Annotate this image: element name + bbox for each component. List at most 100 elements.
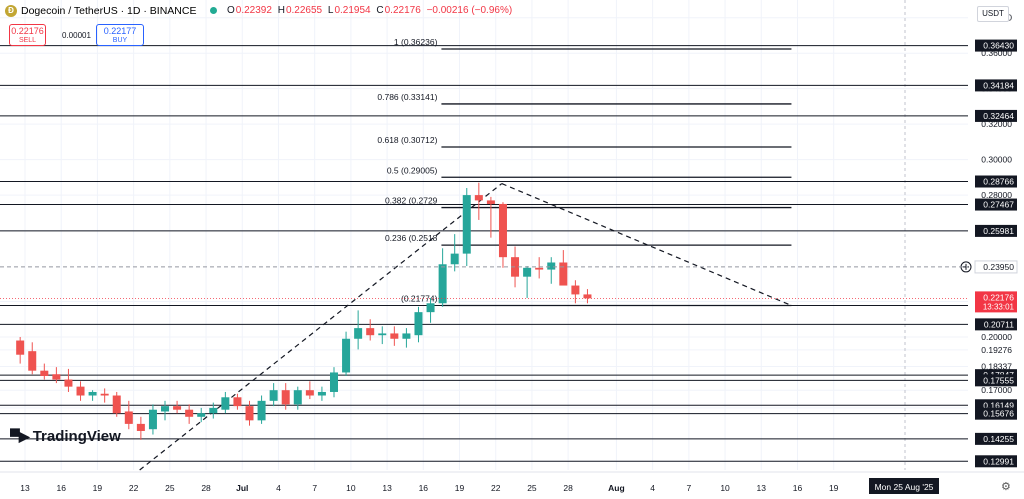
level-price-box (975, 109, 1017, 122)
candle-body (342, 338, 351, 373)
level-price-box (975, 224, 1017, 237)
fib-label: 0.618 (0.30712) (377, 135, 437, 145)
level-price-label: 0.17555 (983, 375, 1014, 385)
trendline (139, 183, 503, 471)
candle-body (498, 203, 507, 258)
currency-selector[interactable]: USDT (977, 6, 1009, 22)
level-price-box (975, 198, 1017, 211)
level-price-box (975, 318, 1017, 331)
candle-body (100, 393, 109, 396)
candle-body (40, 370, 49, 376)
open-key: O (227, 5, 235, 16)
candle-body (173, 406, 182, 410)
candle-body (269, 390, 278, 401)
sell-label: SELL (18, 37, 37, 44)
level-price-label: 0.16149 (983, 400, 1014, 410)
buy-button[interactable]: 0.22177 BUY (96, 24, 144, 46)
countdown-label: 13:33:01 (983, 302, 1015, 311)
x-tick-label: 22 (491, 483, 501, 493)
candle-body (366, 328, 375, 336)
x-tick-label: 28 (563, 483, 573, 493)
candle-body (329, 372, 338, 392)
x-tick-label: 16 (793, 483, 803, 493)
candle-body (221, 397, 230, 410)
level-price-box (975, 374, 1017, 387)
trendlines[interactable] (139, 183, 792, 471)
x-tick-label: 10 (346, 483, 356, 493)
candle-body (450, 253, 459, 265)
tradingview-logo: ▀▶ TradingView (10, 428, 121, 445)
open-value: 0.22392 (235, 5, 272, 16)
gear-icon[interactable]: ⚙ (1001, 481, 1011, 493)
level-price-box (975, 39, 1017, 52)
y-tick-label: 0.36000 (981, 48, 1012, 58)
x-tick-label: 16 (56, 483, 66, 493)
market-open-dot-icon (210, 7, 217, 14)
candle-body (486, 200, 495, 204)
x-tick-label: 13 (20, 483, 30, 493)
candle-body (547, 262, 556, 270)
candle-body (523, 267, 532, 277)
level-price-label: 0.34184 (983, 80, 1014, 90)
candles (16, 182, 592, 440)
candle-body (535, 267, 544, 270)
level-price-label: 0.12991 (983, 456, 1014, 466)
spread-value: 0.00001 (62, 31, 91, 40)
candle-body (112, 395, 121, 414)
candle-body (293, 390, 302, 405)
candle-body (281, 390, 290, 405)
level-price-box (975, 455, 1017, 468)
level-price-label: 0.15676 (983, 409, 1014, 419)
crosshair-price-label: 0.23950 (983, 262, 1014, 272)
x-tick-label: 7 (312, 483, 317, 493)
level-price-label: 0.27467 (983, 200, 1014, 210)
x-cursor-label: Mon 25 Aug '25 (875, 482, 934, 492)
high-key: H (277, 5, 285, 16)
last-price-box (975, 291, 1017, 313)
candle-body (64, 379, 73, 387)
horizontal-levels (0, 45, 968, 462)
time-axis[interactable]: 13 16 19 22 25 28 Jul 4 7 10 13 16 19 22 25 28 Aug 4 7 10 13… (0, 471, 1024, 494)
fib-label: 1 (0.36236) (394, 37, 438, 47)
trendline (501, 183, 792, 307)
x-tick-label: 22 (129, 483, 139, 493)
x-cursor-box (869, 478, 939, 494)
fib-label: 0.382 (0.2729 (385, 196, 438, 206)
symbol-title[interactable]: Dogecoin / TetherUS · 1D · BINANCE (21, 5, 197, 17)
grid (0, 0, 968, 470)
sell-price: 0.22176 (11, 26, 44, 36)
candle-body (474, 195, 483, 201)
buy-label: BUY (112, 37, 128, 44)
sell-button[interactable]: 0.22176 SELL (9, 24, 46, 46)
fib-label: 0.236 (0.2518 (385, 233, 438, 243)
candle-body (161, 406, 170, 412)
candle-body (462, 195, 471, 254)
candle-body (511, 257, 520, 277)
y-tick-label: 0.18337 (981, 361, 1012, 371)
candle-body (354, 328, 363, 339)
candle-body (305, 390, 314, 396)
level-price-label: 0.36430 (983, 41, 1014, 51)
candle-body (317, 391, 326, 396)
change-value: −0.00216 (−0.96%) (426, 5, 513, 16)
candle-body (402, 333, 411, 339)
candle-body (426, 303, 435, 313)
x-tick-label: 28 (201, 483, 211, 493)
x-tick-label: 25 (165, 483, 175, 493)
candle-body (185, 409, 194, 417)
close-value: 0.22176 (384, 5, 421, 16)
candle-body (245, 406, 254, 421)
candle-body (571, 285, 580, 295)
x-tick-label: 16 (419, 483, 429, 493)
price-axis[interactable]: 0.380000.360000.340000.320000.300000.280… (960, 13, 1018, 468)
x-tick-label: 4 (276, 483, 281, 493)
candle-body (16, 340, 25, 355)
level-price-box (975, 175, 1017, 188)
fib-retracement[interactable]: 1 (0.36236) 0.786 (0.33141) 0.618 (0.30712… (377, 37, 792, 307)
low-value: 0.21954 (334, 5, 371, 16)
x-tick-label: 4 (650, 483, 655, 493)
y-tick-label: 0.19276 (981, 345, 1012, 355)
x-tick-label: 19 (829, 483, 839, 493)
level-price-box (975, 407, 1017, 420)
